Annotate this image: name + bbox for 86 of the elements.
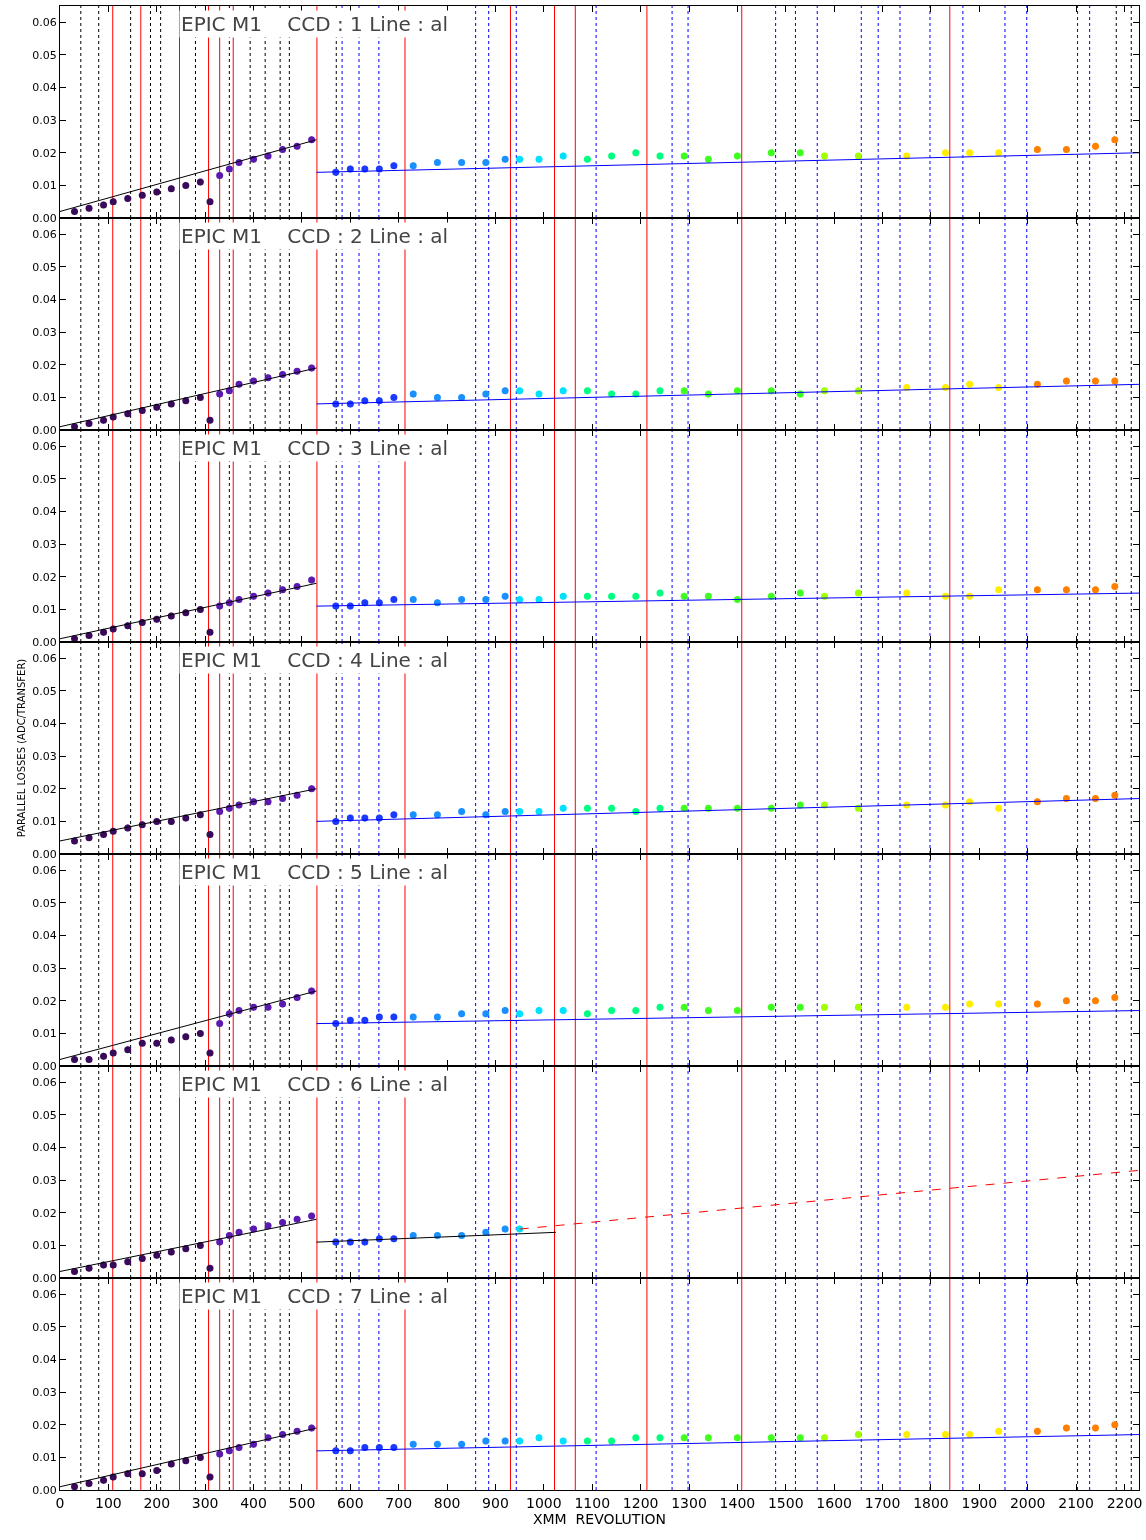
x-tick-label: 1200	[622, 1494, 659, 1511]
y-tick-label: 0.03	[32, 326, 57, 339]
y-tick-label: 0.06	[32, 16, 57, 30]
point	[71, 1055, 79, 1063]
x-tick-label: 200	[143, 1494, 171, 1511]
chart-title: EPIC M1 CCD : 7 Line : al	[181, 1284, 449, 1308]
y-tick-label: 0.06	[32, 228, 57, 242]
y-tick-label: 0.01	[32, 1451, 57, 1465]
y-tick-label: 0.00	[32, 1483, 57, 1497]
y-tick-label: 0.01	[32, 179, 57, 193]
y-tick-label: 0.01	[32, 603, 57, 617]
y-tick-label: 0.05	[32, 684, 57, 698]
y-tick-label: 0.03	[32, 1174, 57, 1187]
x-tick-label: 1900	[961, 1494, 998, 1511]
y-tick-label: 0.03	[32, 538, 57, 551]
y-tick-label: 0.05	[32, 48, 57, 62]
chart-title: EPIC M1 CCD : 6 Line : al	[181, 1072, 449, 1096]
point	[820, 1434, 828, 1442]
y-tick-label: 0.01	[32, 815, 57, 829]
y-tick-label: 0.00	[32, 211, 57, 225]
y-tick-label: 0.03	[32, 750, 57, 763]
x-tick-label: 2200	[1106, 1494, 1143, 1511]
point	[820, 1003, 828, 1011]
x-tick-label: 700	[385, 1494, 413, 1511]
y-tick-label: 0.03	[32, 962, 57, 975]
y-tick-label: 0.00	[32, 847, 57, 861]
chart-title: EPIC M1 CCD : 2 Line : al	[181, 224, 449, 248]
y-tick-label: 0.01	[32, 1239, 57, 1253]
chart-title: EPIC M1 CCD : 4 Line : al	[181, 648, 449, 672]
y-tick-label: 0.04	[32, 717, 57, 731]
x-tick-label: 1400	[719, 1494, 756, 1511]
y-tick-label: 0.03	[32, 114, 57, 127]
y-tick-label: 0.04	[32, 81, 57, 95]
y-tick-label: 0.00	[32, 635, 57, 649]
x-tick-label: 1100	[574, 1494, 611, 1511]
x-axis-title: XMM REVOLUTION	[532, 1510, 667, 1527]
chart-title: EPIC M1 CCD : 5 Line : al	[181, 860, 449, 884]
y-tick-label: 0.04	[32, 1141, 57, 1155]
x-tick-label: 300	[191, 1494, 219, 1511]
y-tick-label: 0.04	[32, 293, 57, 307]
y-tick-label: 0.01	[32, 391, 57, 405]
y-tick-label: 0.02	[32, 1206, 57, 1220]
y-tick-label: 0.05	[32, 472, 57, 486]
y-tick-label: 0.00	[32, 423, 57, 437]
y-tick-label: 0.05	[32, 1320, 57, 1334]
x-tick-label: 2000	[1009, 1494, 1046, 1511]
y-tick-label: 0.06	[32, 652, 57, 666]
y-tick-label: 0.05	[32, 1108, 57, 1122]
chart-title: EPIC M1 CCD : 3 Line : al	[181, 436, 449, 460]
y-tick-label: 0.02	[32, 1418, 57, 1432]
y-tick-label: 0.05	[32, 260, 57, 274]
y-tick-label: 0.04	[32, 505, 57, 519]
x-tick-label: 1000	[526, 1494, 562, 1511]
x-tick-label: 1800	[913, 1494, 949, 1511]
chart-title: EPIC M1 CCD : 1 Line : al	[181, 12, 449, 36]
x-tick-label: 800	[433, 1494, 461, 1511]
y-tick-label: 0.06	[32, 1288, 57, 1302]
y-tick-label: 0.02	[32, 570, 57, 584]
y-tick-label: 0.06	[32, 864, 57, 878]
y-tick-label: 0.06	[32, 1076, 57, 1090]
x-tick-label: 1300	[671, 1494, 707, 1511]
x-tick-label: 1700	[864, 1494, 901, 1511]
y-tick-label: 0.02	[32, 994, 57, 1008]
x-tick-label: 500	[288, 1494, 316, 1511]
point	[820, 152, 828, 160]
y-tick-label: 0.02	[32, 782, 57, 796]
point	[71, 207, 79, 215]
x-tick-label: 2100	[1058, 1494, 1094, 1511]
y-tick-label: 0.06	[32, 440, 57, 454]
x-tick-label: 1600	[816, 1494, 852, 1511]
y-tick-label: 0.00	[32, 1271, 57, 1285]
y-axis-title: PARALLEL LOSSES (ADC/TRANSFER)	[16, 658, 28, 838]
y-tick-label: 0.05	[32, 896, 57, 910]
x-tick-label: 100	[95, 1494, 122, 1511]
y-tick-label: 0.04	[32, 1353, 57, 1367]
y-tick-label: 0.04	[32, 929, 57, 943]
x-tick-label: 1500	[767, 1494, 804, 1511]
x-tick-label: 600	[336, 1494, 364, 1511]
y-tick-label: 0.02	[32, 146, 57, 160]
x-tick-label: 900	[482, 1494, 509, 1511]
x-tick-label: 400	[240, 1494, 267, 1511]
y-tick-label: 0.03	[32, 1386, 57, 1399]
y-tick-label: 0.01	[32, 1027, 57, 1041]
x-tick-label: 0	[55, 1494, 65, 1511]
y-tick-label: 0.02	[32, 358, 57, 372]
y-tick-label: 0.00	[32, 1059, 57, 1073]
